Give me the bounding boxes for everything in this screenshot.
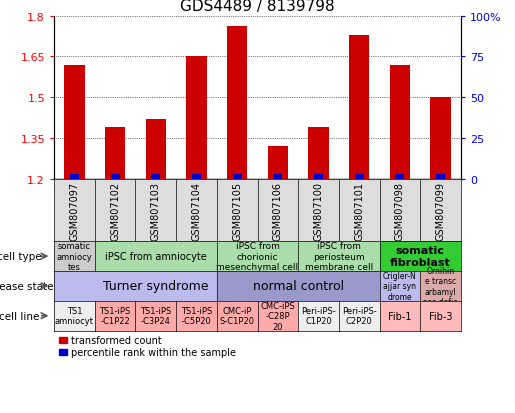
Bar — [70, 175, 79, 180]
Text: cell line: cell line — [0, 311, 39, 321]
Bar — [233, 175, 242, 180]
Text: Fib-3: Fib-3 — [429, 311, 452, 321]
Bar — [431, 98, 451, 180]
Bar — [192, 175, 201, 180]
Title: GDS4489 / 8139798: GDS4489 / 8139798 — [180, 0, 335, 14]
Text: cell type: cell type — [0, 252, 41, 261]
Text: GSM807106: GSM807106 — [273, 181, 283, 240]
Legend: transformed count, percentile rank within the sample: transformed count, percentile rank withi… — [59, 336, 235, 358]
Text: Fib-1: Fib-1 — [388, 311, 411, 321]
Text: GSM807102: GSM807102 — [110, 181, 120, 240]
Text: Crigler-N
ajjar syn
drome: Crigler-N ajjar syn drome — [383, 271, 417, 301]
Text: GSM807098: GSM807098 — [395, 181, 405, 240]
Bar — [355, 175, 364, 180]
Text: normal control: normal control — [253, 280, 344, 293]
Text: CMC-iPS
-C28P
20: CMC-iPS -C28P 20 — [261, 301, 295, 331]
Bar — [436, 175, 445, 180]
Text: GSM807101: GSM807101 — [354, 181, 364, 240]
Bar — [111, 175, 119, 180]
Text: TS1-iPS
-C5P20: TS1-iPS -C5P20 — [181, 306, 212, 325]
Bar — [186, 57, 207, 180]
Text: GSM807105: GSM807105 — [232, 181, 242, 240]
Text: iPSC from
chorionic
mesenchymal cell: iPSC from chorionic mesenchymal cell — [216, 242, 299, 271]
Text: disease state: disease state — [0, 281, 54, 291]
Bar — [151, 175, 160, 180]
Text: somatic
fibroblast: somatic fibroblast — [390, 246, 451, 267]
Text: TS1
amniocyt: TS1 amniocyt — [55, 306, 94, 325]
Bar — [227, 27, 247, 180]
Bar — [273, 175, 282, 180]
Text: Peri-iPS-
C1P20: Peri-iPS- C1P20 — [301, 306, 336, 325]
Text: GSM807103: GSM807103 — [151, 181, 161, 240]
Text: CMC-iP
S-C1P20: CMC-iP S-C1P20 — [220, 306, 254, 325]
Text: Ornihin
e transc
arbamyl
ase defic: Ornihin e transc arbamyl ase defic — [423, 266, 458, 306]
Text: Peri-iPS-
C2P20: Peri-iPS- C2P20 — [342, 306, 376, 325]
Bar — [314, 175, 323, 180]
Text: somatic
amniocy
tes: somatic amniocy tes — [57, 242, 92, 271]
Text: TS1-iPS
-C3P24: TS1-iPS -C3P24 — [140, 306, 171, 325]
Bar — [396, 175, 404, 180]
Bar — [146, 120, 166, 180]
Bar — [390, 65, 410, 180]
Text: Turner syndrome: Turner syndrome — [103, 280, 209, 293]
Text: iPSC from
periosteum
membrane cell: iPSC from periosteum membrane cell — [305, 242, 373, 271]
Bar — [105, 128, 125, 180]
Text: iPSC from amniocyte: iPSC from amniocyte — [105, 252, 207, 261]
Text: TS1-iPS
-C1P22: TS1-iPS -C1P22 — [99, 306, 131, 325]
Bar — [349, 36, 369, 180]
Bar — [268, 147, 288, 180]
Text: GSM807097: GSM807097 — [70, 181, 79, 240]
Text: GSM807100: GSM807100 — [314, 181, 323, 240]
Bar — [308, 128, 329, 180]
Text: GSM807099: GSM807099 — [436, 181, 445, 240]
Text: GSM807104: GSM807104 — [192, 181, 201, 240]
Bar — [64, 65, 84, 180]
